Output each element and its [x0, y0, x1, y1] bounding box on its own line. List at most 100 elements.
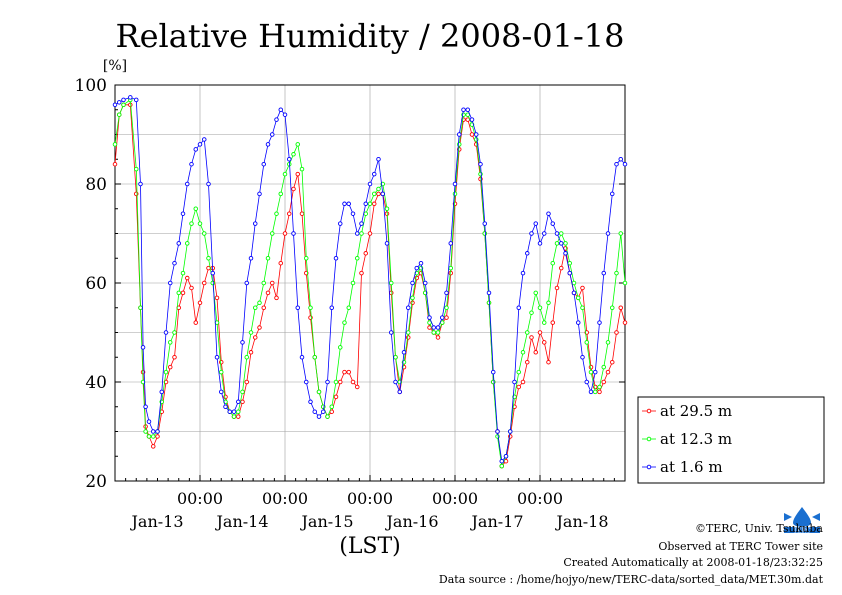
data-point [235, 414, 241, 419]
data-point [440, 315, 445, 320]
x-tick-label: 00:00 [432, 489, 478, 508]
data-point [525, 359, 530, 365]
data-point [533, 221, 539, 226]
legend-box [637, 396, 825, 484]
data-point [389, 290, 394, 296]
data-point [282, 112, 288, 117]
plot-area: 20 40 60 80 100 00:00 00:00 00:00 00:00 00:00 Jan-… [75, 76, 628, 531]
data-point [435, 335, 441, 340]
data-point [261, 280, 267, 286]
x-date-label: Jan-18 [554, 512, 608, 531]
data-point [189, 221, 194, 226]
data-point [235, 409, 241, 414]
data-point [546, 300, 551, 306]
data-point [622, 320, 628, 325]
data-point [274, 117, 279, 122]
data-point [304, 379, 309, 385]
data-point [248, 330, 254, 335]
data-point [150, 429, 156, 434]
data-point [338, 379, 343, 385]
data-point [316, 389, 322, 395]
data-point [520, 270, 526, 276]
y-tick-label: 100 [75, 76, 107, 96]
data-point [614, 161, 619, 167]
data-point [270, 132, 275, 137]
data-point [184, 181, 190, 187]
data-point [180, 211, 186, 216]
x-date-label: Jan-14 [214, 512, 268, 531]
data-point [329, 305, 335, 311]
data-point [112, 142, 118, 147]
data-point [554, 231, 560, 236]
data-point [167, 340, 173, 345]
data-point [529, 335, 534, 340]
data-point [333, 256, 339, 261]
data-point [605, 340, 611, 345]
terc-logo: TERC [782, 505, 822, 535]
data-point [218, 369, 224, 375]
data-point [227, 409, 232, 414]
data-point [588, 369, 594, 375]
x-tick-label: 00:00 [347, 489, 393, 508]
data-point [346, 369, 352, 375]
data-point [278, 191, 284, 197]
data-point [406, 330, 411, 335]
data-point [618, 156, 624, 162]
data-point [197, 142, 203, 147]
data-point [333, 394, 339, 400]
data-point [605, 369, 611, 375]
data-point [206, 256, 211, 261]
data-point [380, 191, 386, 197]
data-point [201, 280, 207, 286]
data-point [461, 107, 466, 112]
data-point [291, 186, 296, 192]
data-point [546, 211, 551, 216]
data-point [512, 379, 517, 385]
data-point [525, 251, 530, 256]
data-point [355, 256, 360, 261]
data-point [325, 414, 330, 419]
data-point [580, 355, 585, 360]
data-point [295, 305, 301, 311]
data-point [143, 429, 148, 434]
data-point [576, 320, 581, 325]
data-point [291, 152, 296, 157]
data-point [133, 166, 139, 172]
data-point [333, 379, 339, 385]
data-point [359, 270, 364, 276]
data-point [448, 265, 454, 271]
data-point [567, 260, 573, 266]
data-point [376, 156, 381, 162]
data-point [274, 211, 279, 216]
data-point [559, 265, 564, 271]
data-point [452, 191, 458, 197]
data-point [150, 444, 156, 449]
data-point [325, 379, 330, 385]
data-point [159, 389, 164, 395]
data-point [140, 345, 146, 350]
data-point [550, 221, 556, 226]
data-point [308, 399, 313, 405]
data-point [384, 206, 390, 211]
data-point [376, 186, 381, 192]
data-point [291, 231, 296, 236]
data-point [295, 171, 301, 177]
data-point [614, 270, 619, 276]
data-point [312, 409, 318, 414]
legend-marker [646, 408, 652, 414]
data-point [614, 330, 619, 335]
data-point [482, 221, 488, 226]
data-point [214, 295, 220, 301]
legend-label: at 29.5 m [660, 402, 732, 420]
data-point [128, 95, 133, 100]
data-point [321, 409, 326, 414]
data-point [265, 256, 271, 261]
data-point [618, 231, 624, 236]
data-point [172, 260, 177, 266]
data-point [389, 280, 394, 286]
data-point [180, 270, 186, 276]
data-point [248, 256, 254, 261]
data-point [474, 132, 479, 137]
data-point [167, 364, 173, 370]
